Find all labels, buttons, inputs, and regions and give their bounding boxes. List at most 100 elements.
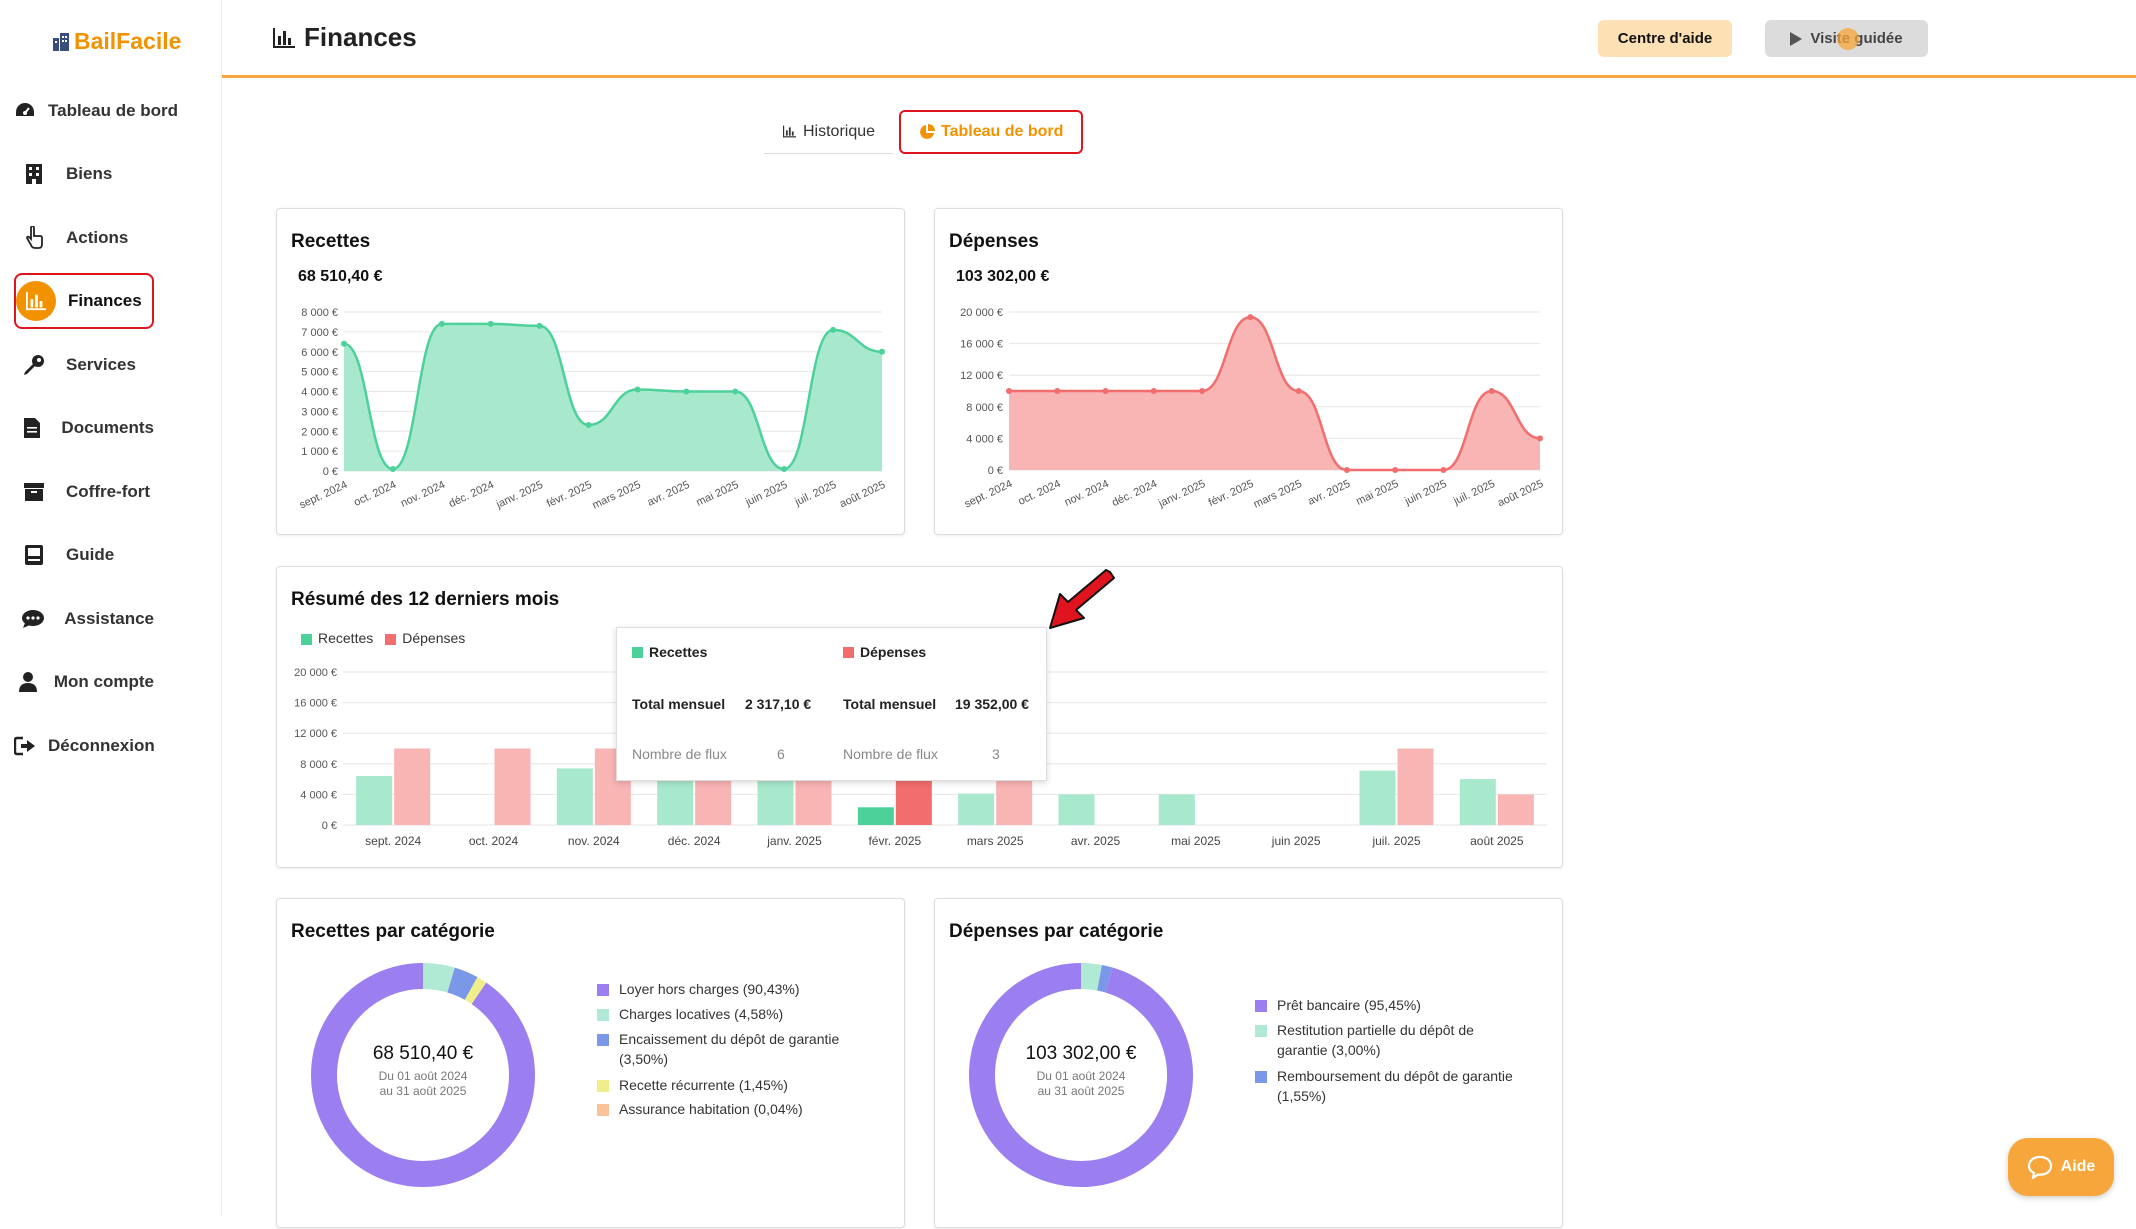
legend-item[interactable]: Loyer hors charges (90,43%): [597, 979, 867, 999]
legend-label: Encaissement du dépôt de garantie (3,50%…: [619, 1029, 867, 1069]
building-logo-icon: [52, 32, 70, 52]
x-tick-label: mars 2025: [1252, 478, 1304, 511]
building-icon: [14, 154, 54, 194]
tab-historique[interactable]: Historique: [764, 110, 893, 154]
bar-recettes: [1460, 779, 1496, 825]
sidebar-item-services[interactable]: Services: [14, 337, 154, 393]
data-point: [1489, 388, 1495, 394]
data-point: [439, 321, 445, 327]
data-point: [341, 341, 347, 347]
play-icon: [1790, 32, 1802, 46]
legend-item[interactable]: Recette récurrente (1,45%): [597, 1075, 867, 1095]
x-tick-label: oct. 2024: [1016, 478, 1062, 508]
y-tick-label: 4 000 €: [966, 433, 1003, 445]
area-fill: [344, 324, 882, 471]
legend-label: Charges locatives (4,58%): [619, 1004, 783, 1024]
sidebar-item-label: Documents: [61, 418, 154, 438]
x-tick-label: janv. 2025: [766, 834, 822, 848]
legend-item[interactable]: Prêt bancaire (95,45%): [1255, 995, 1525, 1015]
bar-chart-icon: [782, 125, 797, 138]
tooltip-depenses-header: Dépenses: [843, 644, 926, 660]
x-tick-label: janv. 2025: [494, 479, 545, 511]
bar-depenses: [1398, 749, 1434, 826]
data-point: [586, 422, 592, 428]
y-tick-label: 12 000 €: [960, 370, 1003, 382]
bar-depenses: [394, 749, 430, 826]
y-tick-label: 8 000 €: [966, 402, 1003, 414]
x-tick-label: sept. 2024: [298, 479, 350, 512]
app-logo[interactable]: BailFacile: [52, 28, 181, 55]
bar-recettes: [1360, 771, 1396, 825]
data-point: [1151, 388, 1157, 394]
x-tick-label: févr. 2025: [1207, 478, 1256, 509]
document-icon: [14, 408, 49, 448]
sidebar-item-label: Guide: [66, 545, 114, 565]
dashboard-icon: [14, 91, 36, 131]
sidebar-item-biens[interactable]: Biens: [14, 146, 154, 202]
x-tick-label: déc. 2024: [668, 834, 721, 848]
legend-item[interactable]: Charges locatives (4,58%): [597, 1004, 867, 1024]
legend-swatch: [597, 984, 609, 996]
sidebar-item-actions[interactable]: Actions: [14, 210, 154, 266]
tab-tableau-de-bord-label: Tableau de bord: [941, 123, 1063, 141]
legend-label: Recette récurrente (1,45%): [619, 1075, 788, 1095]
help-center-button[interactable]: Centre d'aide: [1598, 20, 1732, 57]
data-point: [830, 327, 836, 333]
guided-tour-button[interactable]: Visite guidée: [1765, 20, 1928, 57]
x-tick-label: juin 2025: [1271, 834, 1321, 848]
y-tick-label: 0 €: [322, 820, 337, 832]
sidebar-item-label: Actions: [66, 228, 128, 248]
x-tick-label: juin 2025: [743, 479, 789, 509]
y-tick-label: 4 000 €: [301, 387, 338, 399]
x-tick-label: juil. 2025: [1451, 478, 1497, 508]
tooltip-recettes-label: Recettes: [649, 644, 707, 660]
y-tick-label: 4 000 €: [300, 789, 337, 801]
legend-item[interactable]: Encaissement du dépôt de garantie (3,50%…: [597, 1029, 867, 1069]
bar-recettes: [858, 807, 894, 825]
legend-item[interactable]: Restitution partielle du dépôt de garant…: [1255, 1020, 1525, 1060]
sidebar-item-tableau-de-bord[interactable]: Tableau de bord: [14, 83, 154, 139]
tooltip-recettes-total-label: Total mensuel: [632, 696, 725, 712]
sidebar-item-mon-compte[interactable]: Mon compte: [14, 654, 154, 710]
data-point: [1103, 388, 1109, 394]
y-tick-label: 3 000 €: [301, 406, 338, 418]
bar-recettes: [958, 794, 994, 825]
chat-icon: [14, 599, 52, 639]
tab-tableau-de-bord[interactable]: Tableau de bord: [899, 110, 1083, 154]
data-point: [1440, 467, 1446, 473]
data-point: [1392, 467, 1398, 473]
x-tick-label: mars 2025: [591, 479, 643, 512]
x-tick-label: févr. 2025: [545, 479, 594, 510]
x-tick-label: nov. 2024: [399, 479, 447, 510]
depenses-period-end: au 31 août 2025: [981, 1084, 1181, 1099]
sidebar-item-guide[interactable]: Guide: [14, 527, 154, 583]
sidebar-item-assistance[interactable]: Assistance: [14, 591, 154, 647]
sidebar-item-déconnexion[interactable]: Déconnexion: [14, 718, 154, 774]
aide-label: Aide: [2061, 1158, 2096, 1176]
bar-recettes: [356, 776, 392, 825]
sidebar-item-label: Mon compte: [54, 672, 154, 692]
recettes-period-end: au 31 août 2025: [323, 1084, 523, 1099]
x-tick-label: juin 2025: [1402, 478, 1448, 508]
x-tick-label: déc. 2024: [1110, 478, 1159, 509]
y-tick-label: 20 000 €: [294, 667, 337, 679]
top-header: Finances Centre d'aide Visite guidée: [222, 0, 2136, 78]
app-name: BailFacile: [74, 28, 181, 55]
aide-chat-button[interactable]: Aide: [2008, 1138, 2114, 1196]
legend-label: Restitution partielle du dépôt de garant…: [1277, 1020, 1525, 1060]
sidebar-item-label: Finances: [68, 291, 142, 311]
legend-item[interactable]: Remboursement du dépôt de garantie (1,55…: [1255, 1066, 1525, 1106]
x-tick-label: mai 2025: [1354, 478, 1400, 508]
red-arrow-annotation: [1046, 568, 1116, 632]
sidebar-item-coffre-fort[interactable]: Coffre-fort: [14, 464, 154, 520]
x-tick-label: sept. 2024: [963, 478, 1015, 511]
sidebar-item-finances[interactable]: Finances: [14, 273, 154, 329]
x-tick-label: août 2025: [838, 479, 887, 511]
bar-depenses: [1498, 794, 1534, 825]
tooltip-depenses-label: Dépenses: [860, 644, 926, 660]
legend-item[interactable]: Assurance habitation (0,04%): [597, 1099, 867, 1119]
view-tabs: Historique Tableau de bord: [764, 110, 1083, 154]
sidebar-item-documents[interactable]: Documents: [14, 400, 154, 456]
tooltip-depenses-flux-label: Nombre de flux: [843, 746, 938, 762]
